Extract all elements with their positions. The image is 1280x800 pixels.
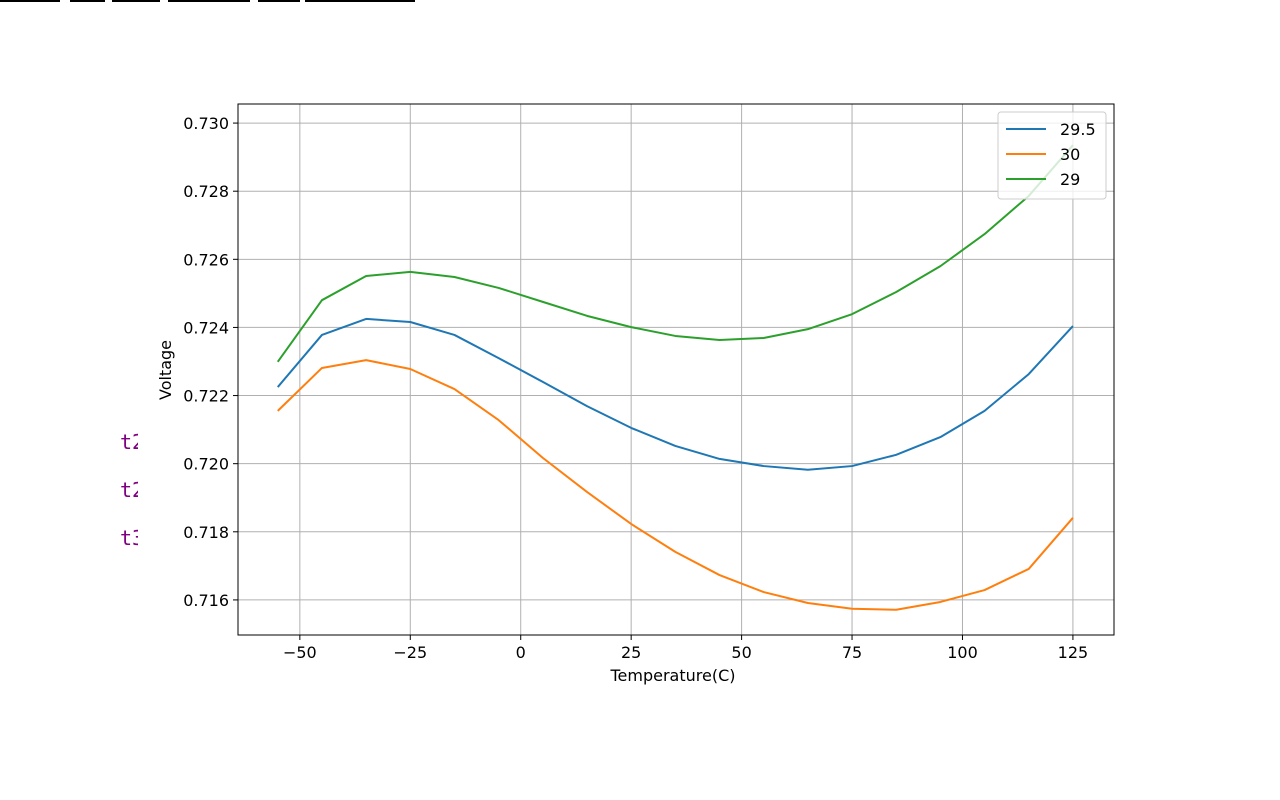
- legend-label: 29.5: [1060, 120, 1096, 139]
- x-tick-label: 125: [1058, 643, 1089, 662]
- legend-frame: [997, 111, 1107, 200]
- y-tick-label: 0.722: [183, 387, 229, 406]
- y-tick-label: 0.718: [183, 523, 229, 542]
- legend-label: 30: [1060, 145, 1080, 164]
- legend: 29.5 30 29: [997, 111, 1107, 200]
- series-line: [276, 317, 1074, 471]
- x-tick-label: 100: [947, 643, 978, 662]
- x-tick-label: 0: [516, 643, 526, 662]
- side-clip: [138, 420, 168, 560]
- x-tick-label: 75: [842, 643, 862, 662]
- legend-label: 29: [1060, 170, 1080, 189]
- y-tick-label: 0.728: [183, 182, 229, 201]
- y-tick-label: 0.724: [183, 318, 229, 337]
- x-tick-label: 50: [731, 643, 751, 662]
- x-tick-label: 25: [621, 643, 641, 662]
- x-tick-label: −25: [393, 643, 427, 662]
- axes-frame: [237, 103, 1115, 636]
- series-line: [276, 144, 1074, 363]
- y-tick-label: 0.716: [183, 591, 229, 610]
- y-tick-label: 0.720: [183, 455, 229, 474]
- x-axis-label: Temperature(C): [609, 666, 735, 685]
- x-tick-label: −50: [283, 643, 317, 662]
- y-axis-label: Voltage: [156, 340, 175, 400]
- y-tick-label: 0.730: [183, 114, 229, 133]
- y-tick-label: 0.726: [183, 250, 229, 269]
- series-line: [277, 359, 1074, 611]
